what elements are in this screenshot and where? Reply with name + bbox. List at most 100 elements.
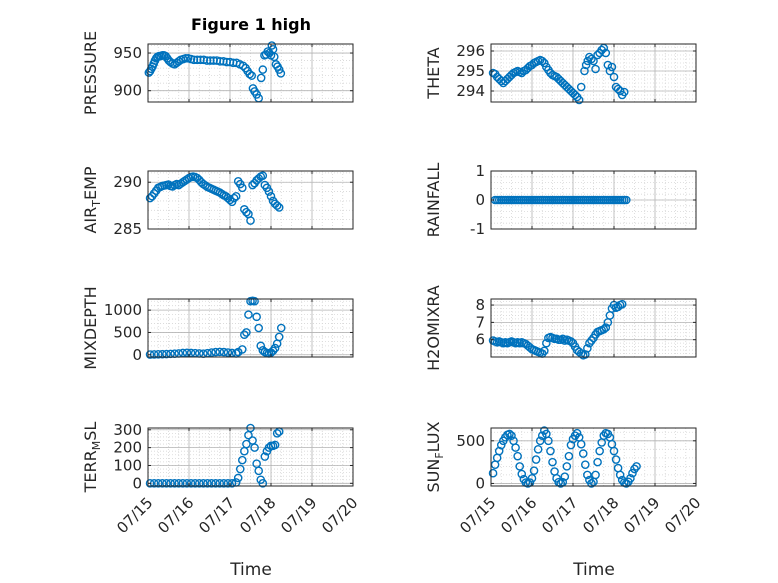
- data-point: [250, 296, 259, 306]
- data-point: [247, 71, 257, 80]
- axes-box: [147, 427, 354, 487]
- data-point: [276, 323, 286, 333]
- data-point: [546, 446, 555, 456]
- data-point: [560, 472, 570, 481]
- data-point: [611, 455, 621, 464]
- data-point: [591, 470, 600, 480]
- data-point: [544, 436, 553, 446]
- y-tick-label: 285: [113, 220, 142, 238]
- x-tick-label: 07/20: [661, 494, 704, 537]
- y-axis-label: H2OMIXRA: [424, 285, 443, 371]
- x-axis-label-right: Time: [572, 560, 615, 580]
- y-tick-label: 6: [475, 331, 485, 349]
- data-point: [580, 66, 589, 76]
- data-point: [164, 180, 173, 189]
- data-point: [609, 72, 619, 82]
- y-axis-label: AIRTEMP: [81, 166, 103, 233]
- data-point: [515, 462, 525, 471]
- data-point: [548, 457, 557, 467]
- data-point: [237, 455, 247, 465]
- y-tick-label: 294: [456, 82, 485, 100]
- data-point: [622, 479, 631, 488]
- data-point: [607, 62, 617, 72]
- data-point: [570, 90, 580, 100]
- data-point: [258, 479, 268, 488]
- data-point: [507, 431, 516, 440]
- data-point: [531, 455, 541, 464]
- data-point: [619, 87, 629, 97]
- data-point: [166, 479, 175, 488]
- data-point: [223, 479, 233, 488]
- y-tick-label: 900: [113, 82, 142, 100]
- data-point: [542, 338, 551, 348]
- panel-terr-msl: 0100200300TERRMSL07/1507/1607/1707/1807/…: [81, 421, 361, 537]
- data-point: [562, 462, 572, 471]
- data-point: [496, 440, 506, 450]
- axes-box: [147, 170, 354, 230]
- data-point: [207, 479, 216, 488]
- y-tick-label: 0: [132, 474, 142, 492]
- data-point: [581, 60, 591, 70]
- data-point: [615, 470, 625, 480]
- data-point: [174, 57, 184, 66]
- y-axis-label: TERRMSL: [81, 422, 103, 494]
- y-tick-label: 296: [456, 42, 485, 60]
- data-point: [158, 349, 167, 359]
- y-tick-label: 0: [475, 191, 485, 209]
- data-point: [235, 464, 245, 474]
- data-point: [505, 429, 514, 439]
- data-point: [564, 451, 574, 461]
- data-point: [540, 346, 549, 356]
- y-tick-label: 950: [113, 44, 142, 62]
- y-tick-label: 8: [475, 296, 485, 314]
- data-point: [272, 429, 282, 438]
- data-point: [595, 446, 604, 456]
- data-point: [219, 479, 229, 488]
- y-axis-label: THETA: [424, 47, 443, 99]
- data-point: [628, 468, 637, 478]
- x-tick-label: 07/16: [154, 494, 197, 537]
- data-point: [570, 431, 580, 440]
- data-point: [537, 56, 547, 66]
- y-tick-label: 290: [113, 173, 142, 191]
- axes-box: [147, 298, 354, 358]
- data-point: [240, 330, 249, 339]
- data-point: [576, 439, 586, 449]
- x-tick-label: 07/20: [318, 494, 361, 537]
- data-point: [276, 69, 286, 78]
- data-point: [593, 50, 602, 60]
- data-point: [145, 350, 155, 359]
- data-point: [585, 338, 594, 348]
- data-point: [203, 479, 212, 488]
- data-point: [527, 474, 537, 483]
- data-point: [225, 195, 235, 205]
- data-point: [258, 65, 268, 74]
- data-point: [583, 470, 592, 480]
- y-tick-label: 1000: [104, 301, 142, 319]
- data-point: [182, 479, 192, 488]
- data-point: [145, 479, 155, 488]
- data-point: [223, 348, 233, 357]
- data-point: [617, 299, 627, 309]
- axes-box: [490, 427, 697, 487]
- plot-area: [491, 299, 696, 357]
- data-point: [260, 452, 270, 461]
- y-tick-label: -1: [470, 220, 485, 238]
- data-point: [211, 479, 220, 488]
- data-point: [186, 479, 196, 488]
- data-point: [153, 350, 163, 359]
- panel-rainfall: -1 0 1 RAINFALL: [424, 162, 697, 238]
- data-point: [513, 451, 522, 461]
- data-point: [533, 445, 543, 454]
- x-tick-label: 07/15: [456, 494, 499, 537]
- panel-theta: 294 295 296 THETA: [424, 42, 697, 105]
- data-point: [229, 193, 239, 203]
- data-point: [591, 64, 600, 74]
- data-point: [254, 466, 264, 476]
- data-point: [178, 479, 188, 488]
- data-point: [529, 466, 539, 475]
- data-point: [207, 348, 216, 357]
- panel-sun-flux: 0 500 SUNFLUX 07/1507/1607/1707/1807/1907/2…: [424, 421, 704, 537]
- data-point: [488, 468, 498, 478]
